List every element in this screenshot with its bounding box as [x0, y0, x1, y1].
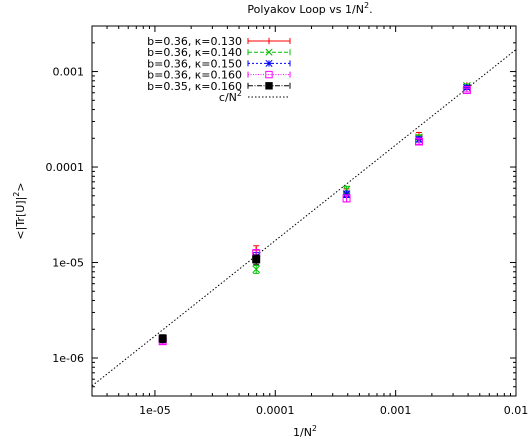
filled-box-marker [265, 82, 273, 90]
error-bar [415, 138, 422, 145]
star-marker [265, 59, 273, 67]
series-5 [158, 254, 261, 344]
legend-label: b=0.35, κ=0.160 [147, 80, 242, 93]
x-tick-label: 0.001 [380, 404, 412, 417]
chart-title-sup: 2 [364, 1, 369, 10]
plot-frame [91, 25, 517, 397]
plot-area: 1e-05 0.0001 0.001 0.01 1e-06 1e-05 0.0001 0.0… [46, 25, 528, 417]
x-axis-label-sup: 2 [312, 424, 317, 433]
box-marker [342, 194, 351, 203]
y-tick-label: 1e-05 [52, 257, 84, 270]
x-tick-label: 0.0001 [256, 404, 295, 417]
x-tick-label: 0.01 [504, 404, 528, 417]
y-tick-label: 1e-06 [52, 352, 84, 365]
legend-fit-sup: 2 [237, 89, 242, 98]
series-4 [158, 86, 471, 346]
box-marker [414, 137, 423, 146]
star-marker [463, 83, 471, 92]
x-axis-label-main: 1/N [293, 426, 312, 439]
star-marker [342, 190, 351, 199]
y-tick-label: 0.001 [53, 66, 85, 79]
cross-marker [252, 265, 261, 274]
legend-fit-main: c/N [219, 91, 237, 104]
series-2 [252, 81, 471, 274]
y-tick-label: 0.0001 [46, 161, 85, 174]
series-1 [252, 82, 471, 256]
x-tick-label: 1e-05 [139, 404, 171, 417]
x-axis-ticks: 1e-05 0.0001 0.001 0.01 [91, 26, 528, 417]
fit-line [92, 49, 516, 387]
fit-layer [92, 49, 516, 387]
legend-label: b=0.36, κ=0.140 [147, 46, 242, 59]
cross-marker [265, 48, 273, 56]
y-axis-label-tail: > [14, 182, 27, 191]
legend-label: b=0.36, κ=0.130 [147, 35, 242, 48]
box-marker [462, 86, 471, 95]
series-layer [158, 81, 471, 346]
filled-box-marker [158, 334, 167, 343]
filled-box-marker [252, 255, 261, 264]
chart-title-tail: . [369, 3, 373, 16]
error-bar [463, 87, 470, 93]
y-axis-ticks: 1e-06 1e-05 0.0001 0.001 [46, 25, 516, 397]
chart-title-main: Polyakov Loop vs 1/N [247, 3, 364, 16]
legend-label: b=0.36, κ=0.150 [147, 57, 242, 70]
y-axis-label-sup: 2 [12, 192, 21, 197]
box-marker [265, 70, 273, 79]
x-axis-label: 1/N2 [293, 424, 317, 439]
chart-title: Polyakov Loop vs 1/N2. [247, 1, 372, 16]
y-axis-label: <|Tr[U]|2> [12, 182, 27, 239]
y-axis-label-main: <|Tr[U]| [14, 197, 27, 240]
legend-label-fit: c/N2 [219, 89, 242, 104]
plus-marker [265, 37, 273, 45]
legend-label: b=0.36, κ=0.160 [147, 69, 242, 82]
